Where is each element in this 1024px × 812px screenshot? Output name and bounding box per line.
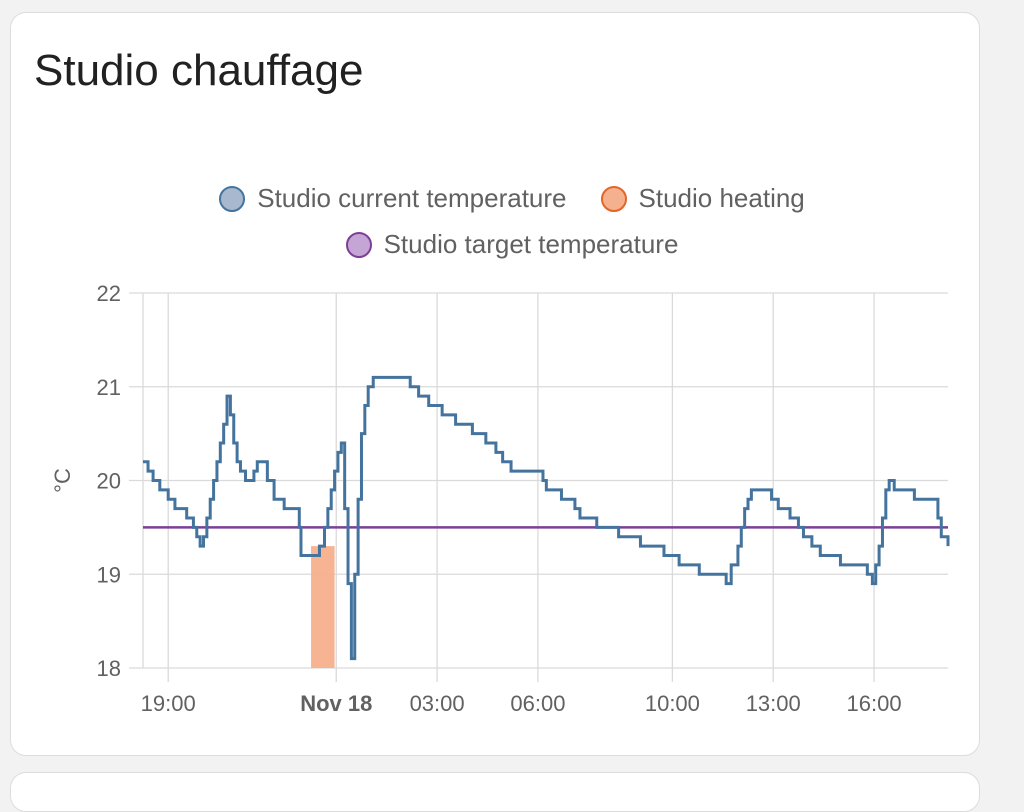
legend-item-heating[interactable]: Studio heating	[600, 183, 805, 214]
legend-item-target-temperature[interactable]: Studio target temperature	[345, 229, 679, 260]
y-axis-label: °C	[50, 468, 75, 493]
x-tick-label: 13:00	[746, 691, 801, 716]
y-tick-label: 19	[97, 562, 121, 587]
legend-row-2: Studio target temperature	[0, 229, 1024, 260]
y-tick-label: 20	[97, 469, 121, 494]
legend-swatch-target-temperature	[345, 231, 372, 258]
temperature-chart[interactable]: 18 19 20 21 22 19:00 Nov 18 03:00 06:00 10:00 13:0…	[0, 0, 1024, 780]
heating-area	[311, 546, 335, 668]
legend-label: Studio current temperature	[257, 183, 567, 213]
current-temperature-line	[143, 375, 950, 661]
legend-label: Studio target temperature	[383, 229, 679, 259]
legend-row-1: Studio current temperature Studio heatin…	[0, 183, 1024, 214]
legend-swatch-current-temperature	[219, 185, 246, 212]
history-graph-card	[10, 12, 980, 756]
y-tick-label: 21	[97, 375, 121, 400]
x-tick-label: 03:00	[410, 691, 465, 716]
x-tick-label: 10:00	[645, 691, 700, 716]
legend-item-current-temperature[interactable]: Studio current temperature	[219, 183, 567, 214]
legend-swatch-heating	[600, 185, 627, 212]
x-tick-label: Nov 18	[300, 691, 372, 716]
y-tick-label: 18	[97, 656, 121, 681]
x-tick-label: 06:00	[510, 691, 565, 716]
legend-label: Studio heating	[638, 183, 805, 213]
x-tick-label: 16:00	[847, 691, 902, 716]
card-title: Studio chauffage	[34, 46, 364, 95]
x-tick-label: 19:00	[141, 691, 196, 716]
y-tick-label: 22	[97, 281, 121, 306]
